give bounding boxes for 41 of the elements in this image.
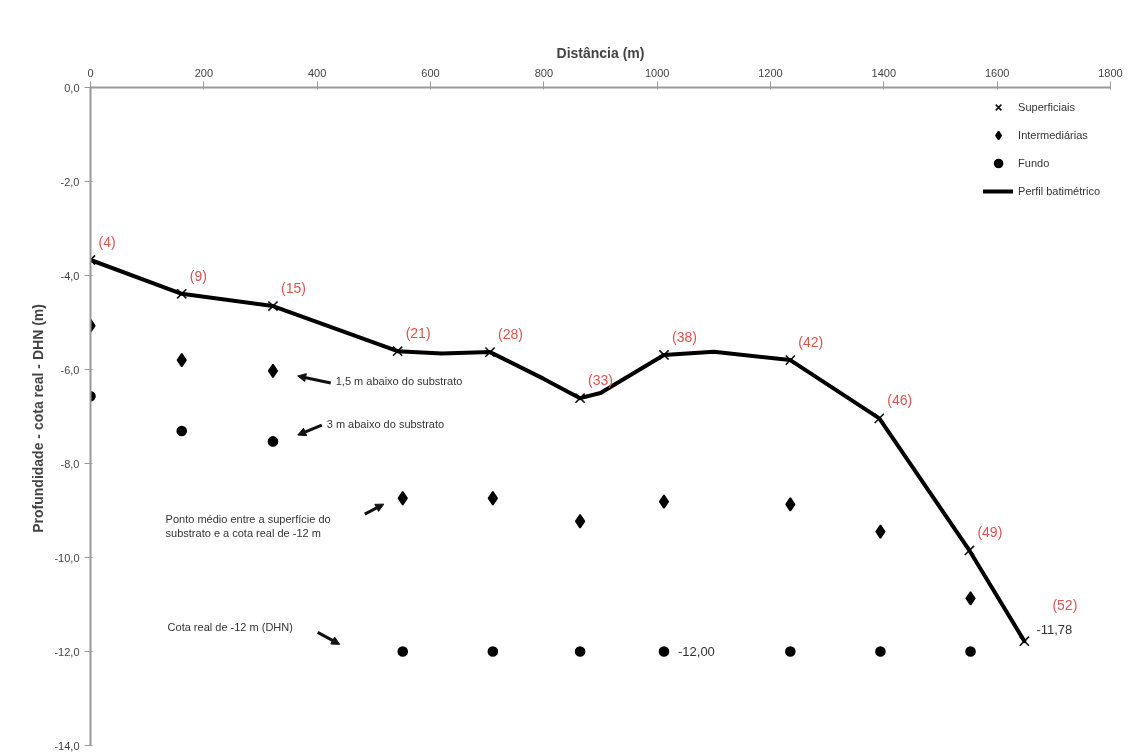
annotation: 3 m abaixo do substrato <box>326 418 445 431</box>
y-tick-label: -14,0 <box>54 739 80 752</box>
x-tick-label: 1400 <box>871 66 897 79</box>
annotation: (21) <box>405 325 431 342</box>
x-tick-label: 800 <box>534 66 554 79</box>
annotation: (52) <box>1052 597 1078 614</box>
x-tick-label: 400 <box>307 66 327 79</box>
y-tick-label: 0,0 <box>64 81 80 94</box>
y-tick-label: -6,0 <box>60 363 80 376</box>
annotation: (46) <box>887 392 913 409</box>
y-axis-title: Profundidade - cota real - DHN (m) <box>30 304 47 533</box>
annotation: (38) <box>671 328 697 345</box>
annotation: (42) <box>798 334 824 351</box>
legend-label: Fundo <box>1018 157 1050 169</box>
x-tick-label: 1600 <box>984 66 1010 79</box>
y-tick-label: -12,0 <box>54 645 80 658</box>
annotation: (9) <box>189 267 207 284</box>
y-tick-label: -10,0 <box>54 551 80 564</box>
x-tick-label: 600 <box>421 66 440 79</box>
y-tick-label: -2,0 <box>60 175 80 188</box>
x-axis-title: Distância (m) <box>556 44 645 61</box>
x-tick-label: 1000 <box>644 66 670 79</box>
annotation: (33) <box>588 372 614 389</box>
annotation: (15) <box>280 280 306 297</box>
x-tick-label: 200 <box>194 66 214 79</box>
annotation: -12,00 <box>677 644 715 659</box>
y-tick-label: -8,0 <box>60 457 80 470</box>
x-tick-label: 0 <box>87 66 94 79</box>
annotation: Ponto médio entre a superfície do substrato e a cota real de -12 m <box>165 512 331 540</box>
x-tick-label: 1800 <box>1098 66 1123 79</box>
annotation: Cota real de -12 m (DHN) <box>167 621 293 634</box>
annotation: (4) <box>98 233 116 250</box>
legend-label: Superficiais <box>1018 101 1075 113</box>
annotation: 1,5 m abaixo do substrato <box>335 374 463 387</box>
legend-label: Perfil batimétrico <box>1018 185 1100 197</box>
annotation: (49) <box>977 524 1003 541</box>
annotation: -11,78 <box>1036 621 1073 637</box>
legend-label: Intermediárias <box>1018 129 1088 141</box>
annotation: (28) <box>498 326 523 343</box>
x-tick-label: 1200 <box>758 66 783 79</box>
y-tick-label: -4,0 <box>60 269 80 282</box>
